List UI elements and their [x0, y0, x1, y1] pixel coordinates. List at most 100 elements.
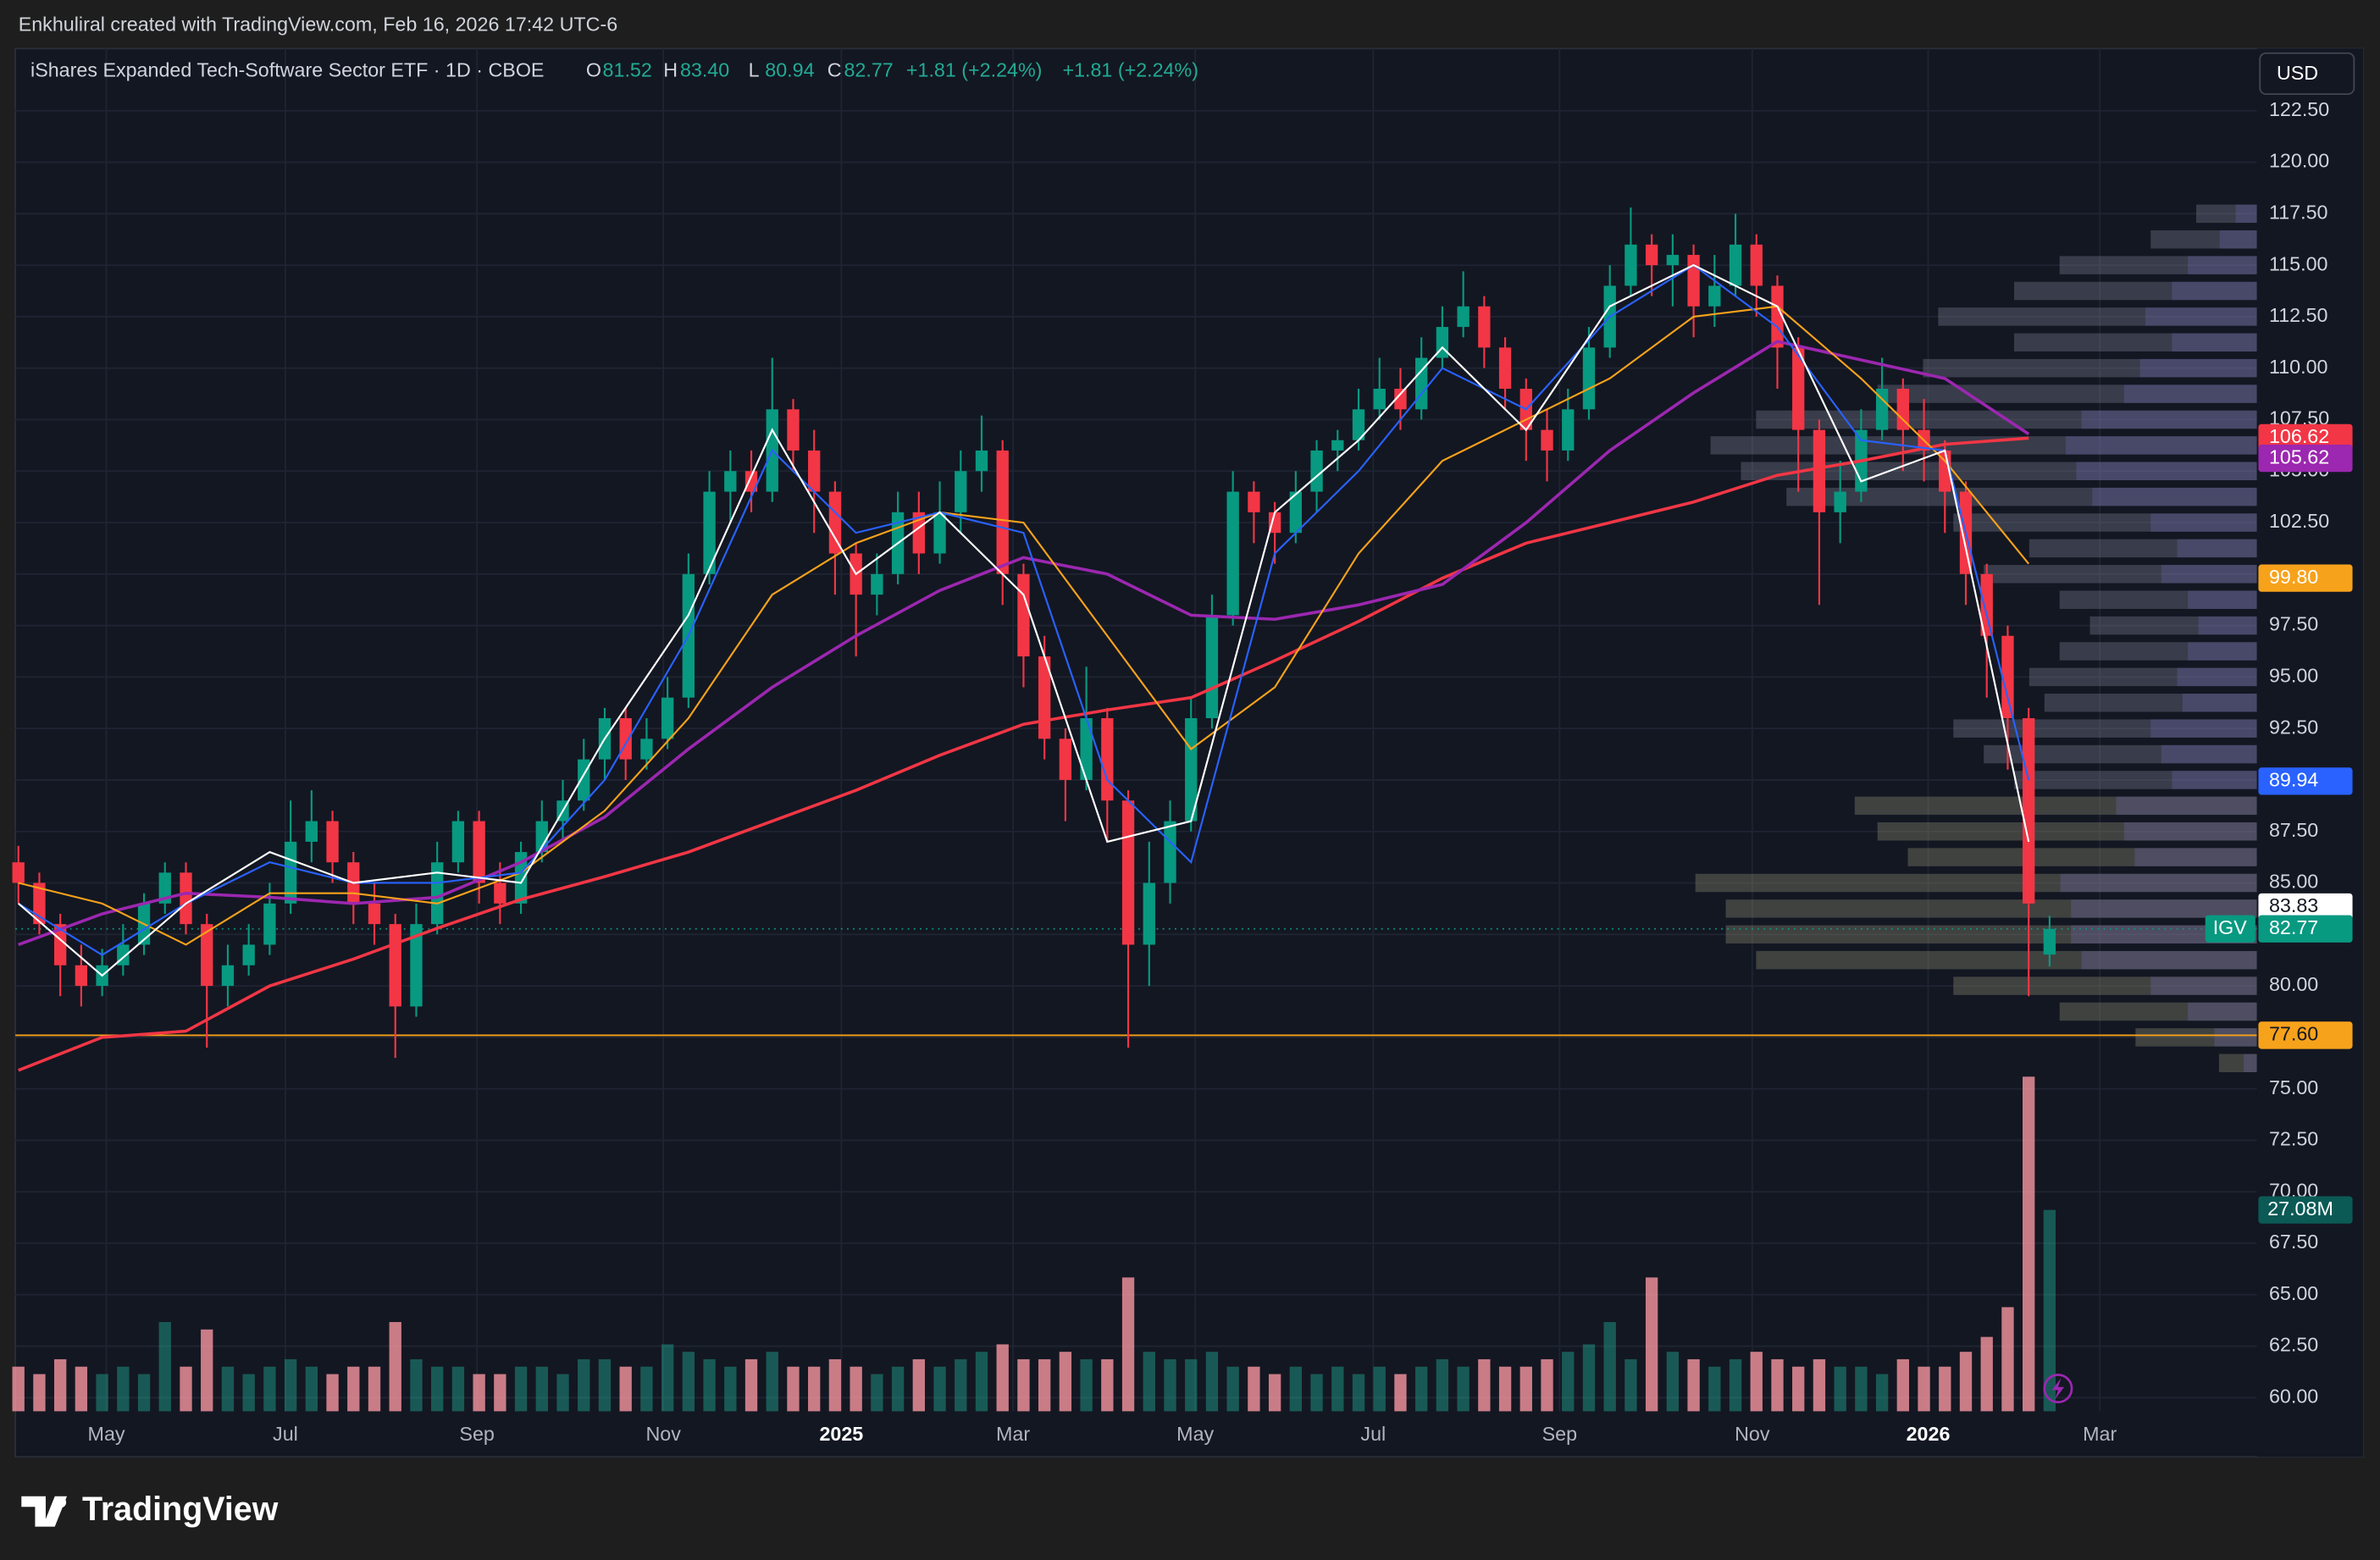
volume-profile-part: [2172, 333, 2257, 352]
volume-bar: [347, 1366, 360, 1412]
y-tick-label: 122.50: [2269, 98, 2329, 120]
candle-body: [1498, 347, 1512, 389]
volume-bar: [1121, 1277, 1135, 1412]
price-label: 105.62: [2269, 445, 2329, 467]
x-tick-label: Sep: [459, 1423, 494, 1445]
currency: USD: [2277, 62, 2318, 84]
price-label-box: [2258, 445, 2353, 473]
volume-profile-part: [2076, 462, 2257, 481]
candle-body: [1143, 882, 1155, 945]
volume-profile-part: [2150, 719, 2257, 738]
volume-profile-bar: [2059, 256, 2257, 274]
volume-bar: [1415, 1366, 1428, 1412]
volume-bar: [1918, 1366, 1930, 1412]
volume-profile-part: [2060, 873, 2257, 893]
volume-profile-part: [2188, 590, 2257, 609]
candle-body: [808, 450, 821, 492]
volume-bar: [1624, 1358, 1637, 1412]
volume-bar: [975, 1352, 988, 1412]
volume-bar: [326, 1374, 339, 1412]
candle-body: [1268, 512, 1281, 534]
candle-body: [1708, 285, 1721, 307]
volume-bar: [1248, 1366, 1260, 1412]
volume-bar: [619, 1366, 632, 1412]
volume-profile-bar: [2150, 230, 2257, 249]
volume-profile-bar: [2059, 642, 2257, 661]
candle-body: [410, 924, 423, 1007]
y-tick-label: 72.50: [2269, 1128, 2318, 1150]
volume-label-box: [2258, 1196, 2353, 1224]
volume-profile-part: [2172, 771, 2257, 789]
y-tick-label: 67.50: [2269, 1231, 2318, 1253]
candle-body: [787, 409, 800, 451]
x-tick-label: 2025: [819, 1423, 863, 1445]
legend-key: C: [827, 58, 842, 80]
volume-bar: [284, 1358, 297, 1412]
volume-profile-bar: [1725, 899, 2257, 918]
volume-profile-part: [2219, 230, 2257, 249]
volume-profile-bar: [1877, 821, 2257, 841]
moving-average: [18, 436, 2029, 1072]
volume-bar: [1101, 1358, 1114, 1412]
volume-bar: [598, 1358, 612, 1412]
x-tick-label: 2026: [1907, 1423, 1951, 1445]
volume-bar: [1289, 1366, 1303, 1412]
legend-key: L: [749, 58, 760, 80]
lightning-icon[interactable]: [2043, 1374, 2073, 1403]
volume-bar: [305, 1366, 318, 1412]
volume-profile-bar: [1710, 436, 2257, 455]
volume-bar: [1394, 1374, 1407, 1412]
volume-bar: [1143, 1352, 1155, 1412]
x-tick-label: Nov: [1735, 1423, 1770, 1445]
volume-profile-bar: [1741, 462, 2257, 481]
volume-bar: [137, 1374, 151, 1412]
moving-average: [18, 263, 2030, 977]
candle-body: [2043, 928, 2056, 955]
volume-bar: [75, 1366, 88, 1412]
candle-body: [1226, 491, 1239, 616]
legend-title: iShares Expanded Tech-Software Sector ET…: [30, 58, 544, 80]
currency-button[interactable]: [2259, 52, 2355, 95]
candle-body: [1038, 656, 1051, 739]
volume-bar: [1603, 1322, 1616, 1412]
volume-profile-part: [2071, 899, 2257, 918]
volume-bar: [578, 1358, 590, 1412]
volume-bar: [891, 1366, 905, 1412]
volume-profile-bar: [2044, 694, 2257, 712]
volume-bar: [2023, 1076, 2035, 1412]
y-tick-label: 110.00: [2269, 356, 2328, 378]
price-label-box: [2258, 1021, 2353, 1049]
volume-bar: [724, 1366, 737, 1412]
volume-bar: [389, 1322, 401, 1412]
candle-body: [158, 872, 171, 904]
plot: May Jul Sep Nov 2025 Mar May Jul Sep Nov 2026 Mar 60…: [12, 48, 2364, 1458]
candle-body: [431, 862, 444, 925]
volume-bar: [1980, 1336, 1993, 1412]
volume-bar: [1352, 1374, 1365, 1412]
volume-bar: [2043, 1209, 2056, 1412]
price-label-box: [2258, 767, 2353, 795]
volume-bar: [242, 1374, 255, 1412]
volume-bar: [1080, 1358, 1093, 1412]
volume-bar: [744, 1358, 758, 1412]
volume-bar: [1959, 1352, 1973, 1412]
candle-body: [1645, 244, 1658, 266]
volume-bar: [1268, 1374, 1281, 1412]
x-tick-label: Mar: [996, 1423, 1030, 1445]
volume-bar: [787, 1366, 800, 1412]
candle-body: [389, 924, 401, 1007]
legend-value: 82.77: [844, 58, 893, 80]
candle-body: [221, 965, 235, 987]
volume-bar: [1896, 1358, 1909, 1412]
volume-profile-bar: [2059, 1002, 2257, 1021]
candle-body: [1080, 718, 1093, 780]
candle-body: [1582, 347, 1596, 410]
legend-value: 83.40: [680, 58, 729, 80]
volume-profile-part: [2145, 307, 2257, 326]
candle-body: [75, 965, 88, 987]
last-price-label-box: [2258, 915, 2353, 943]
candle-body: [1562, 409, 1575, 451]
volume-profile-part: [2123, 384, 2257, 403]
